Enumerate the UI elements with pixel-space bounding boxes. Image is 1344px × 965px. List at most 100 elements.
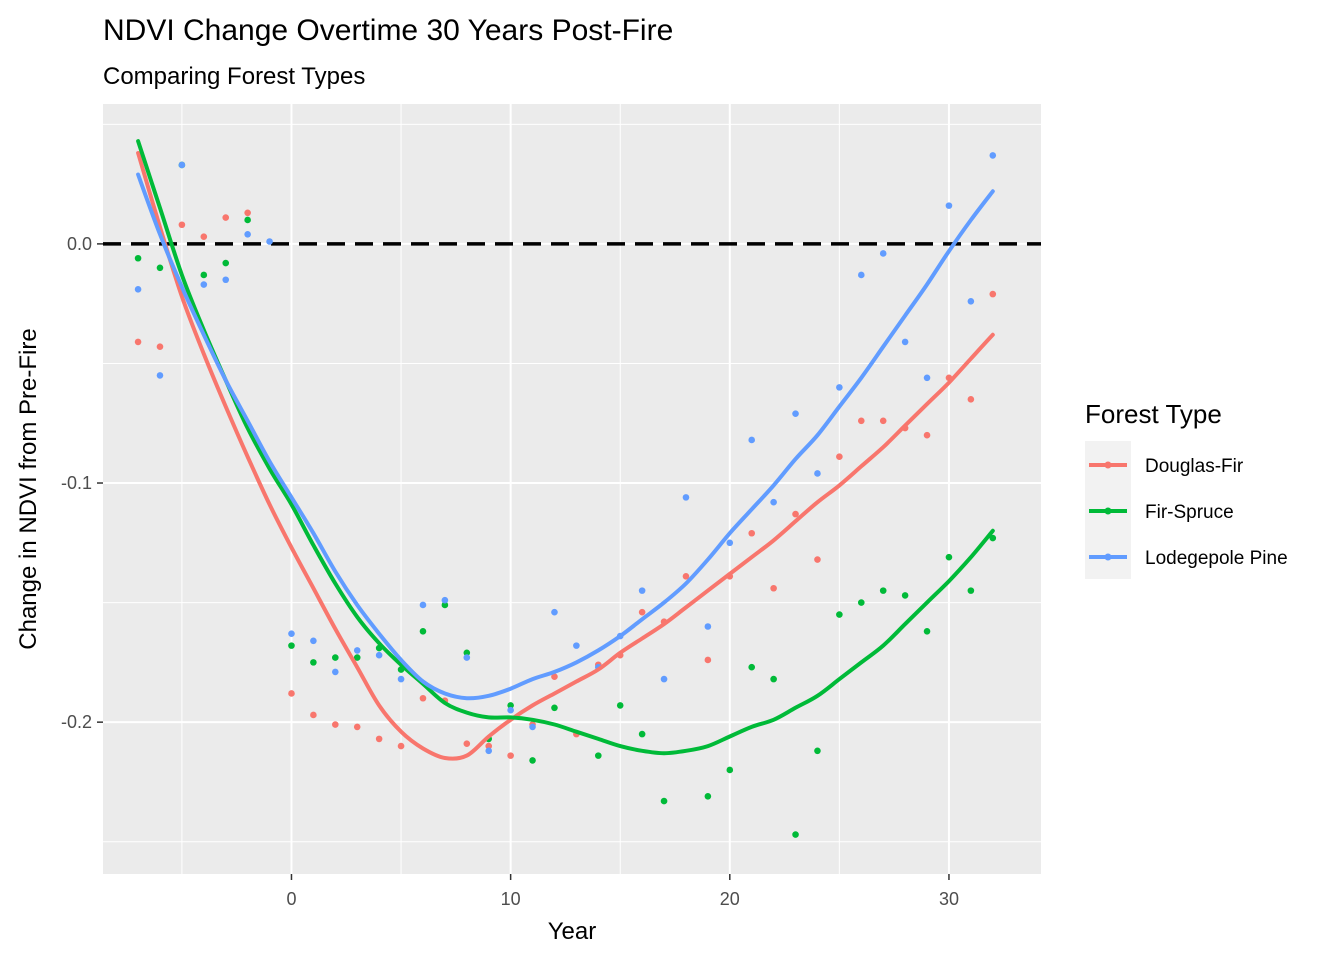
lodegepole-pine-point [266,238,273,245]
chart-subtitle: Comparing Forest Types [103,63,365,90]
lodegepole-pine-point [178,161,186,169]
legend: Forest Type Douglas-Fir Fir-Spruce Lodegep… [1085,399,1288,579]
fir-spruce-point [770,675,777,683]
fir-spruce-point [616,702,624,709]
douglas-fir-smooth-line [136,151,995,761]
fir-spruce-point [704,792,712,800]
x-tick-label: 0 [286,889,296,909]
douglas-fir-point [836,453,843,461]
fir-spruce-point [879,587,887,594]
douglas-fir-point [244,209,251,217]
douglas-fir-point [638,608,646,616]
x-axis-label: Year [548,918,597,945]
chart-title: NDVI Change Overtime 30 Years Post-Fire [103,14,673,47]
lodegepole-pine-point [156,372,164,379]
fir-spruce-point [463,649,471,657]
fir-spruce-point [310,659,317,666]
douglas-fir-point [857,417,865,425]
fir-spruce-point [792,831,799,838]
y-axis-label: Change in NDVI from Pre-Fire [15,328,42,649]
lodegepole-pine-point [441,596,449,604]
douglas-fir-point [485,742,493,750]
douglas-fir-point [156,343,164,351]
douglas-fir-point [704,656,712,664]
douglas-fir-point [463,740,471,747]
fir-spruce-point [529,757,536,764]
douglas-fir-point [989,290,997,298]
lodegepole-pine-point [638,587,646,594]
y-tick-label: -0.1 [61,473,92,493]
douglas-fir-point [507,752,514,759]
lodegepole-pine-point [222,276,230,284]
minor-gridlines [103,104,1041,874]
lodegepole-pine-point [200,281,208,288]
x-tick-label: 30 [939,889,959,909]
lodegepole-pine-point [682,494,690,501]
plot-panel [103,104,1041,874]
smooth-lines [136,139,995,761]
fir-spruce-point [638,730,646,738]
fir-spruce-point [507,702,514,709]
lodegepole-pine-smooth-line [136,172,995,701]
fir-spruce-point [288,642,295,649]
fir-spruce-point [222,259,230,267]
fir-spruce-point [814,747,821,755]
douglas-fir-point [814,556,821,563]
x-tick-label: 20 [720,889,740,909]
y-axis-ticks: 0.0 -0.1 -0.2 [61,234,103,732]
legend-title: Forest Type [1085,399,1222,429]
lodegepole-pine-point [901,338,909,346]
douglas-fir-point [682,572,690,580]
douglas-fir-point [967,396,975,403]
fir-spruce-point [441,601,449,609]
douglas-fir-legend-label: Douglas-Fir [1145,456,1244,477]
lodegepole-pine-point [375,651,383,659]
fir-spruce-point [200,271,208,279]
fir-spruce-point [857,599,865,606]
fir-spruce-point [551,704,558,712]
lodegepole-pine-point [748,436,756,444]
douglas-fir-point [792,510,799,518]
douglas-fir-point [353,723,361,731]
lodegepole-pine-point [485,747,493,755]
douglas-fir-point [748,529,756,537]
x-tick-label: 10 [501,889,521,909]
y-tick-label: -0.2 [61,712,92,732]
fir-spruce-point [989,534,997,542]
fir-spruce-legend-point [1104,507,1112,515]
lodegepole-pine-point [529,723,536,731]
douglas-fir-point [178,221,186,229]
lodegepole-pine-legend-point [1104,553,1112,561]
fir-spruce-point [419,627,427,635]
fir-spruce-point [353,654,361,661]
douglas-fir-point [770,584,777,592]
lodegepole-pine-point [660,675,668,683]
fir-spruce-smooth-line [136,139,995,756]
douglas-fir-point [879,417,887,425]
lodegepole-pine-point [419,601,427,609]
fir-spruce-point [726,766,734,774]
douglas-fir-point [134,338,142,346]
fir-spruce-point [945,553,953,561]
lodegepole-pine-point [923,374,931,382]
lodegepole-pine-point [463,654,471,661]
douglas-fir-point [551,673,558,681]
douglas-fir-point [375,735,383,743]
lodegepole-pine-point [134,286,142,293]
lodegepole-pine-point [332,668,339,676]
lodegepole-pine-point [836,384,843,391]
fir-spruce-point [901,592,909,599]
lodegepole-pine-point [879,250,887,257]
douglas-fir-point [200,233,208,241]
lodegepole-pine-point [726,539,734,547]
fir-spruce-point [836,611,843,618]
fir-spruce-point [660,797,668,805]
lodegepole-pine-point [353,647,361,654]
lodegepole-pine-point [792,410,799,417]
fir-spruce-point [156,264,164,272]
lodegepole-pine-point [770,498,777,506]
lodegepole-pine-point [288,630,295,637]
lodegepole-pine-point [814,470,821,477]
fir-spruce-point [748,663,756,671]
